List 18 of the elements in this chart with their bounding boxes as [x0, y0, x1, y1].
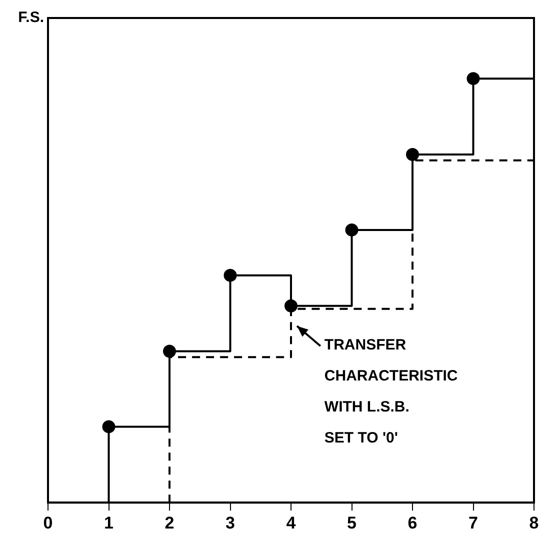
- point: [284, 299, 298, 312]
- x-tick-label: 3: [226, 513, 235, 532]
- x-tick-label: 6: [408, 513, 418, 532]
- point: [163, 344, 176, 358]
- point: [345, 223, 358, 236]
- point: [406, 148, 419, 161]
- x-tick-label: 8: [529, 513, 539, 532]
- x-tick-label: 2: [164, 513, 174, 532]
- point: [102, 420, 116, 434]
- x-tick-label: 0: [43, 513, 53, 532]
- x-tick-label: 1: [104, 513, 114, 532]
- x-tick-label: 5: [347, 513, 356, 532]
- annotation: TRANSFER CHARACTERISTIC WITH L.S.B. SET TO '0': [324, 336, 458, 446]
- x-tick-label: 4: [286, 513, 296, 532]
- point: [224, 268, 237, 282]
- x-tick-label: 7: [468, 513, 478, 532]
- text: F.S.: [18, 9, 44, 26]
- point: [466, 72, 480, 86]
